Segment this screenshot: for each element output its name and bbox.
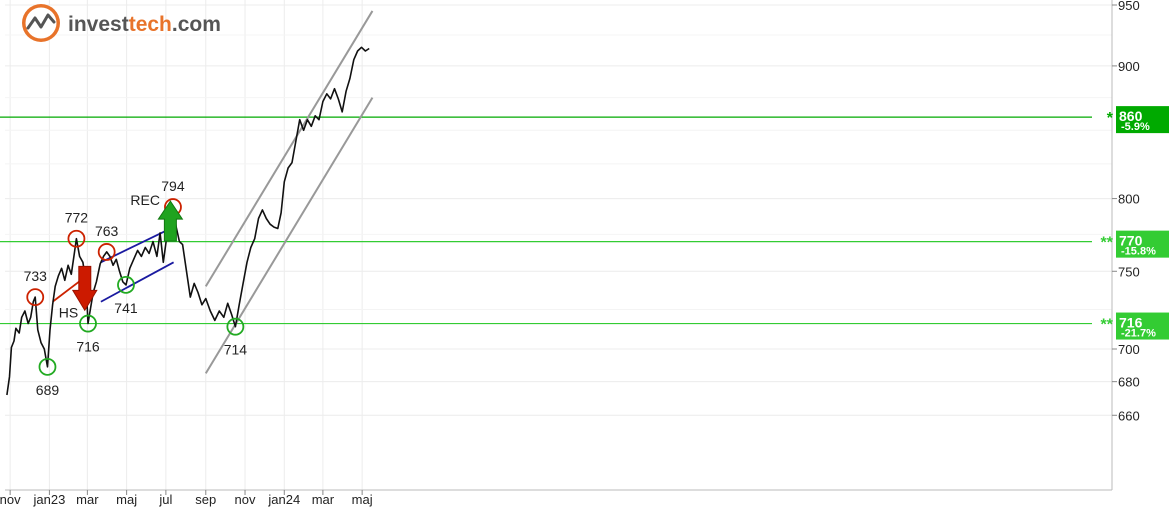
level-change: -15.8%: [1121, 246, 1156, 258]
pivot-label: 689: [36, 382, 60, 398]
grid-lines: [5, 0, 1112, 490]
logo[interactable]: investtech.com: [22, 4, 221, 42]
y-tick-label: 800: [1118, 192, 1140, 207]
pivot-marker-bottom: [79, 314, 97, 333]
trend-line-channel-upper: [204, 10, 374, 287]
level-value: 770: [1119, 233, 1143, 249]
x-tick-label: mar: [76, 492, 99, 507]
pattern-label: REC: [130, 192, 160, 208]
trend-line-rect-lower: [100, 261, 175, 303]
pivot-marker-top: [97, 243, 116, 261]
logo-text-invest: invest: [68, 13, 129, 36]
y-tick-label: 700: [1118, 342, 1140, 357]
y-tick-label: 660: [1118, 408, 1140, 423]
level-value: 860: [1119, 108, 1143, 124]
pivot-label: 716: [76, 339, 100, 355]
logo-text-com: .com: [172, 13, 221, 36]
level-stars: *: [1107, 110, 1114, 127]
pivot-marker-top: [67, 229, 86, 248]
y-tick-label: 900: [1118, 59, 1140, 74]
pivot-marker-bottom: [38, 357, 57, 376]
y-tick-label: 950: [1118, 0, 1140, 13]
price-series: [6, 46, 370, 396]
level-value: 716: [1119, 315, 1143, 331]
logo-text-tech: tech: [129, 13, 172, 36]
buy-signal-arrow: [157, 200, 184, 242]
x-tick-label: mar: [312, 492, 335, 507]
pivot-marker-bottom: [117, 275, 135, 294]
level-badges: 860-5.9% * 770-15.8% ** 716-21.7% **: [1101, 106, 1169, 340]
level-stars: **: [1101, 317, 1114, 334]
x-tick-label: maj: [116, 492, 137, 507]
pivot-label: 741: [114, 300, 138, 316]
x-tick-label: jan24: [267, 492, 300, 507]
y-axis: 950 900 800 750 700 680 660: [1111, 0, 1140, 490]
pivot-markers: 733 689 772 716 763 741 794 714: [24, 178, 248, 398]
level-badge-860: [1116, 106, 1169, 134]
level-stars: **: [1101, 235, 1114, 252]
pivot-label: 772: [65, 210, 89, 226]
price-line: [6, 46, 370, 396]
x-tick-label: sep: [195, 492, 216, 507]
y-tick-label: 750: [1118, 264, 1140, 279]
x-axis: nov jan23 mar maj jul sep nov jan24 mar maj: [0, 489, 1112, 507]
support-resistance-lines: [0, 116, 1092, 325]
pivot-label: 763: [95, 223, 119, 239]
sell-signal-arrow: [71, 265, 98, 312]
x-tick-label: jul: [158, 492, 172, 507]
x-tick-label: nov: [235, 492, 256, 507]
pivot-marker-top: [26, 288, 45, 307]
level-badge-716: [1116, 312, 1169, 340]
x-tick-label: maj: [352, 492, 373, 507]
level-change: -5.9%: [1121, 121, 1150, 133]
level-badge-770: [1116, 230, 1169, 258]
pattern-signals: HS REC: [59, 192, 184, 320]
pattern-label: HS: [59, 304, 78, 320]
pivot-marker-bottom: [226, 317, 245, 336]
pivot-label: 714: [224, 342, 248, 358]
pivot-label: 733: [24, 268, 48, 284]
pivot-label: 794: [161, 178, 185, 194]
x-tick-label: jan23: [32, 492, 65, 507]
level-change: -21.7%: [1121, 328, 1156, 340]
svg-text:investtech.com: investtech.com: [68, 13, 221, 36]
trend-lines: [52, 10, 374, 374]
trend-line-channel-lower: [204, 97, 374, 374]
logo-icon: [22, 4, 60, 42]
y-tick-label: 680: [1118, 375, 1140, 390]
x-tick-label: nov: [0, 492, 21, 507]
